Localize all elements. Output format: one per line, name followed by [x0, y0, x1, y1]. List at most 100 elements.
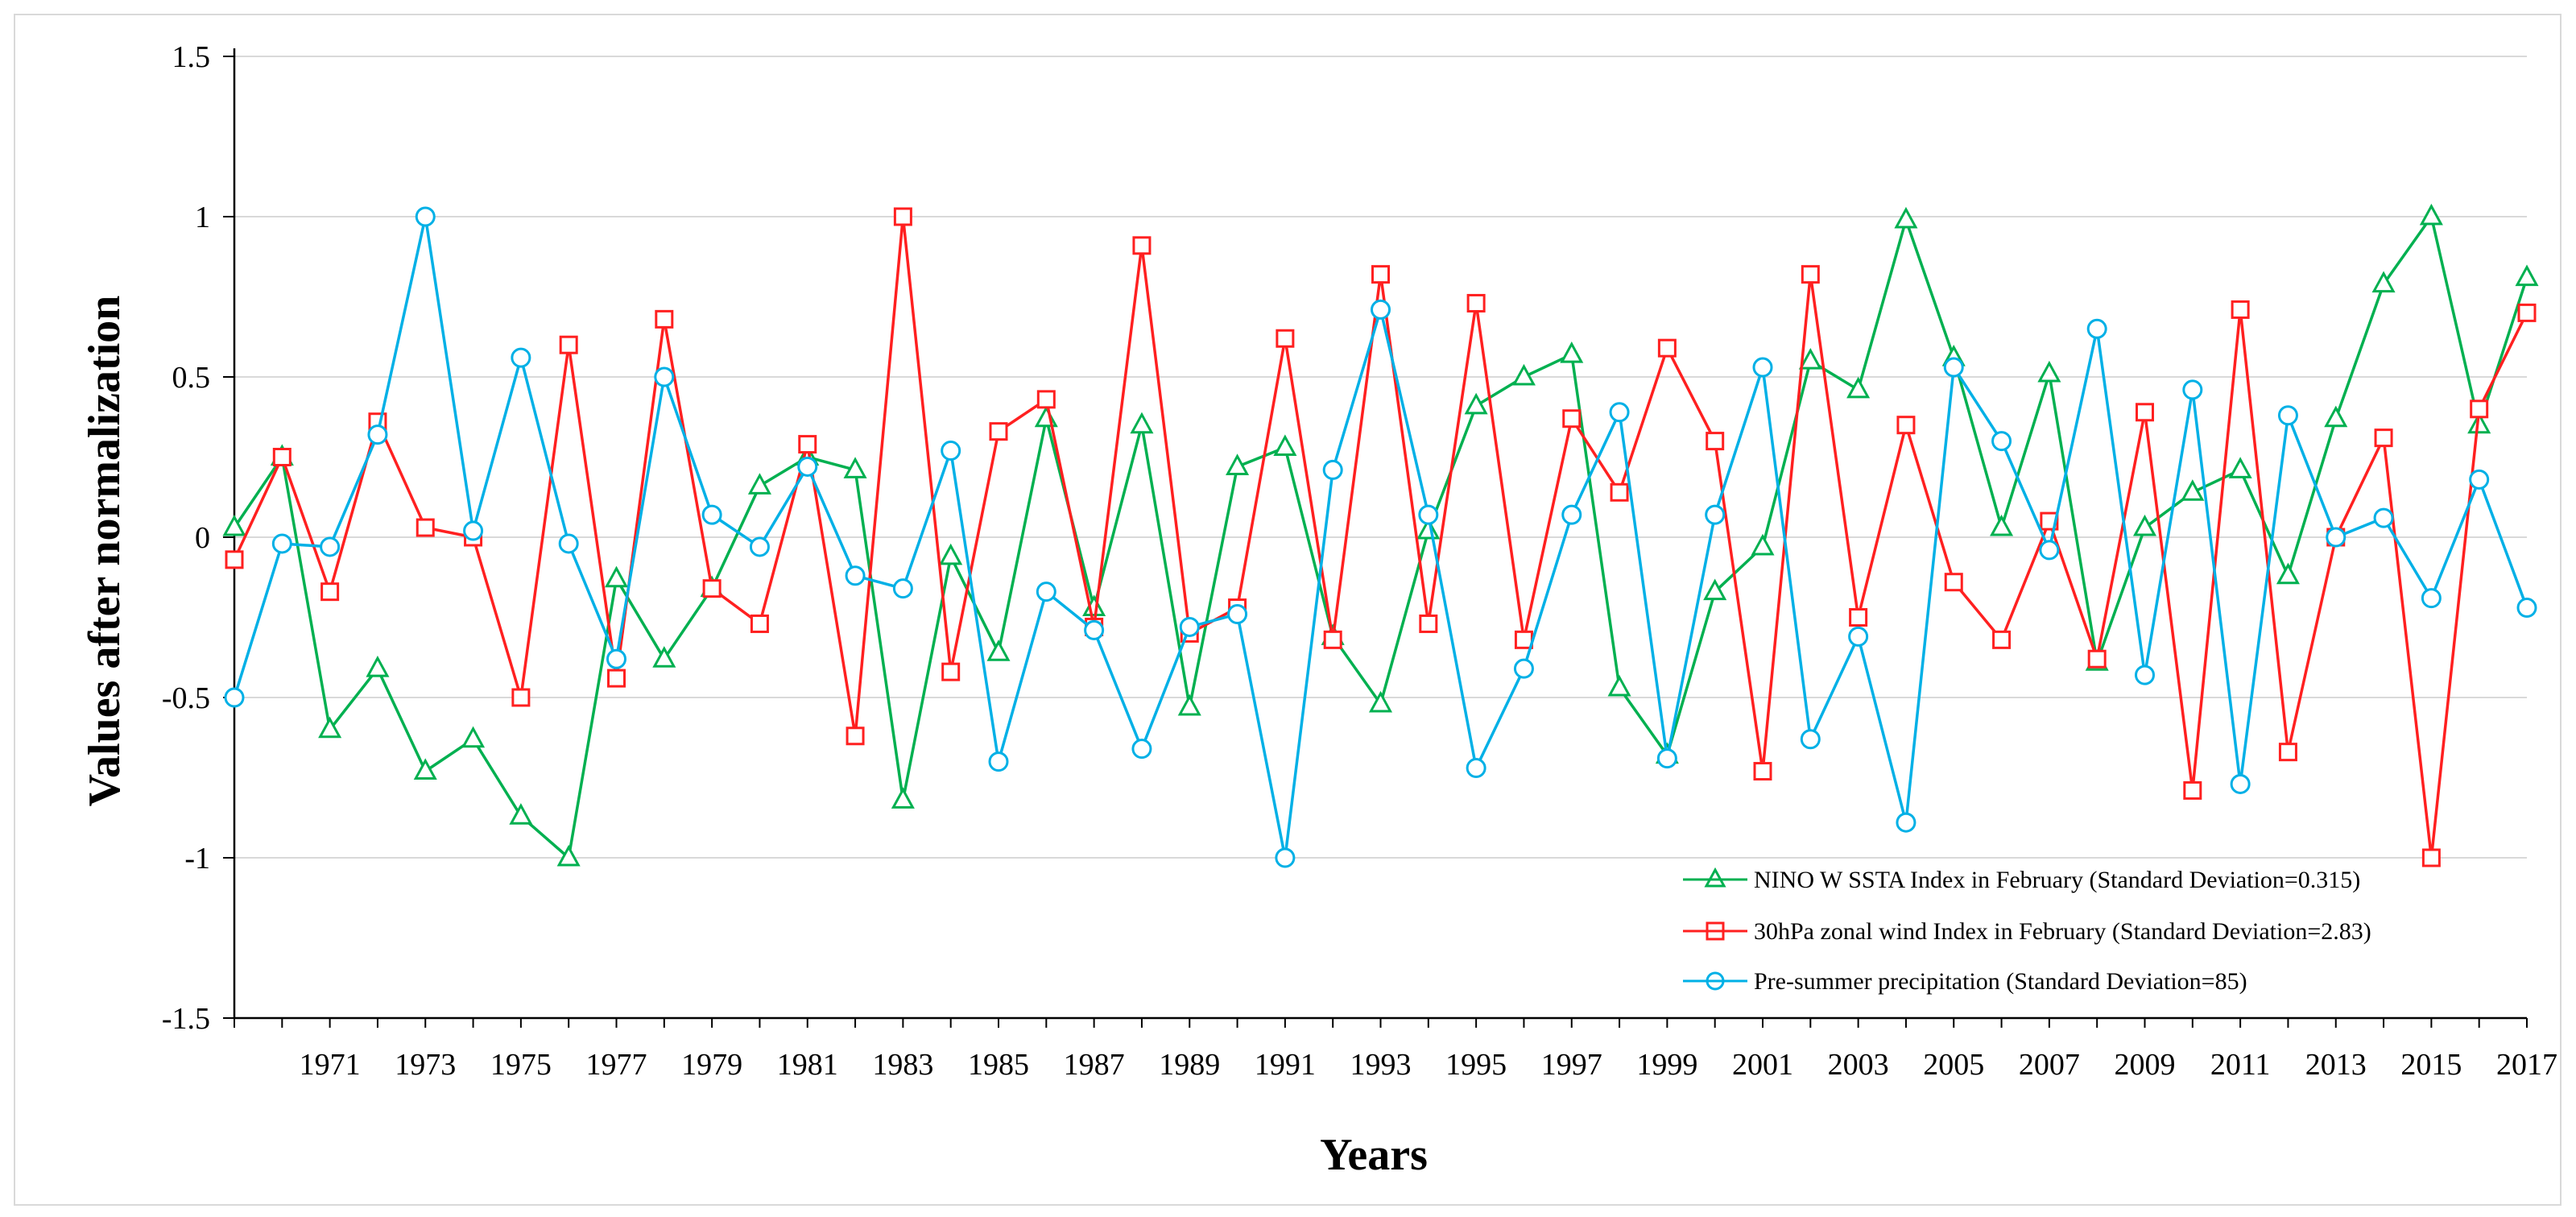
data-point-nino [318, 716, 342, 739]
legend-marker-wind [1706, 921, 1725, 941]
data-point-precip [1466, 758, 1486, 779]
data-point-nino [1703, 578, 1727, 601]
legend-marker-precip [1706, 971, 1725, 991]
data-point-nino [747, 473, 771, 495]
data-point-precip [558, 533, 579, 554]
series-precip [224, 206, 2537, 868]
x-tick-label: 2005 [1923, 1048, 1984, 1082]
data-point-precip [271, 533, 292, 554]
data-point-nino [461, 726, 486, 748]
data-point-wind [1514, 630, 1533, 649]
data-point-precip [1179, 616, 1200, 637]
data-point-wind [511, 688, 531, 707]
x-tick-label: 1989 [1159, 1048, 1220, 1082]
data-point-wind [1801, 265, 1820, 284]
data-point-nino [2132, 514, 2157, 536]
data-point-nino [366, 656, 390, 677]
series-lines [222, 203, 2539, 868]
data-point-nino [2371, 271, 2396, 293]
data-point-nino [2515, 264, 2539, 287]
data-point-nino [1798, 347, 1822, 370]
data-point-precip [1609, 402, 1630, 423]
data-point-wind [1849, 608, 1868, 627]
data-point-nino [604, 565, 629, 588]
x-tick-label: 1993 [1350, 1048, 1412, 1082]
data-point-wind [1657, 338, 1677, 358]
x-tick-label: 2003 [1828, 1048, 1889, 1082]
data-point-wind [1753, 762, 1772, 781]
data-point-wind [702, 579, 722, 598]
y-tick-label: -0.5 [162, 681, 210, 715]
data-point-precip [797, 456, 818, 477]
data-point-nino [652, 646, 676, 668]
data-point-wind [2517, 303, 2537, 322]
data-point-nino [413, 758, 437, 780]
x-tick-label: 1973 [395, 1048, 456, 1082]
data-point-precip [1943, 357, 1964, 378]
y-tick-label: 1.5 [172, 40, 211, 74]
data-point-wind [989, 422, 1008, 441]
data-point-nino [1560, 342, 1584, 363]
legend-label-precip: Pre-summer precipitation (Standard Devia… [1754, 968, 2247, 995]
data-point-nino [2324, 405, 2348, 428]
data-point-precip [1131, 739, 1152, 760]
x-tick-label: 1995 [1445, 1048, 1507, 1082]
x-tick-label: 1985 [968, 1048, 1029, 1082]
data-point-precip [941, 441, 961, 462]
x-tick-label: 1991 [1255, 1048, 1316, 1082]
data-point-precip [749, 536, 770, 557]
data-point-wind [893, 207, 912, 226]
data-point-wind [798, 435, 817, 454]
data-point-nino [939, 543, 963, 565]
data-point-nino [556, 844, 581, 867]
data-point-precip [2086, 318, 2107, 339]
y-tick-label: 1 [195, 201, 210, 234]
data-point-wind [2087, 649, 2107, 669]
data-point-wind [1276, 329, 1295, 348]
data-point-wind [1466, 293, 1486, 313]
series-nino [222, 203, 2539, 867]
data-point-nino [1464, 392, 1488, 415]
data-point-nino [1894, 206, 1918, 229]
x-tick-label: 1979 [681, 1048, 742, 1082]
x-tick-label: 2001 [1732, 1048, 1793, 1082]
tick-labels: -1.5 -1 -0.5 0 0.5 1 1.5 1971 1973 1975 1977 1979 19… [162, 40, 2557, 1082]
data-point-nino [222, 514, 246, 536]
data-point-wind [2278, 743, 2297, 762]
data-point-nino [2181, 479, 2205, 501]
data-point-precip [2135, 664, 2155, 685]
data-point-wind [1323, 630, 1342, 649]
legend-marker-nino [1704, 867, 1726, 888]
x-tick-label: 1981 [777, 1048, 838, 1082]
data-point-precip [1656, 748, 1677, 769]
data-point-nino [1368, 690, 1393, 713]
data-point-nino [509, 803, 533, 825]
data-point-wind [1132, 236, 1152, 255]
data-point-precip [988, 751, 1009, 772]
data-point-wind [416, 518, 435, 537]
data-point-precip [1705, 504, 1726, 525]
data-point-precip [1800, 729, 1821, 750]
data-point-wind [1562, 409, 1582, 428]
data-point-nino [1751, 533, 1775, 556]
data-point-nino [2419, 203, 2443, 226]
data-point-precip [892, 578, 913, 599]
data-point-precip [511, 347, 531, 368]
data-point-precip [1227, 604, 1248, 625]
data-point-wind [750, 614, 769, 633]
data-point-precip [606, 648, 626, 669]
data-point-wind [846, 726, 865, 746]
data-point-precip [2326, 527, 2347, 548]
x-tick-label: 1997 [1541, 1048, 1602, 1082]
data-point-wind [1419, 614, 1438, 633]
chart-frame [14, 14, 2562, 1206]
data-point-wind [2183, 780, 2202, 800]
y-tick-label: 0 [195, 521, 210, 555]
legend-label-wind: 30hPa zonal wind Index in February (Stan… [1754, 918, 2371, 945]
x-tick-label: 2007 [2019, 1048, 2080, 1082]
legend-label-nino: NINO W SSTA Index in February (Standard … [1754, 867, 2360, 893]
x-tick-label: 2017 [2496, 1048, 2557, 1082]
x-tick-label: 1977 [586, 1048, 647, 1082]
data-point-precip [845, 565, 866, 586]
